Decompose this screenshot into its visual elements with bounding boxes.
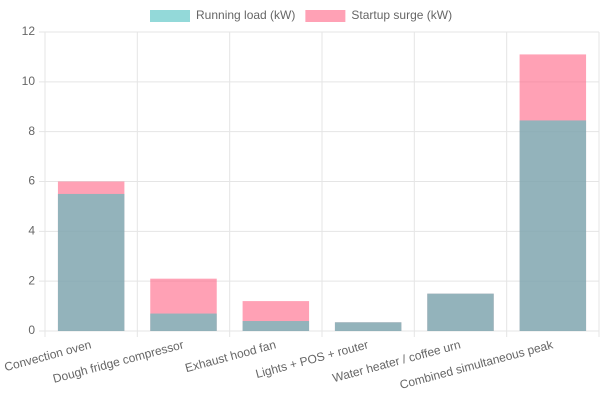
y-tick-label: 8 [28, 124, 35, 138]
bar [427, 293, 494, 331]
y-tick-label: 4 [28, 224, 35, 238]
legend-label: Running load (kW) [196, 8, 295, 22]
bar [242, 321, 310, 331]
legend-swatch [150, 10, 190, 22]
legend-label: Startup surge (kW) [351, 8, 452, 22]
y-tick-label: 10 [22, 74, 36, 88]
y-tick-label: 6 [28, 174, 35, 188]
bar [57, 193, 125, 331]
legend-swatch [305, 10, 346, 22]
x-tick-label: Combined simultaneous peak [398, 337, 555, 392]
y-tick-label: 12 [22, 24, 36, 38]
bar [334, 322, 402, 331]
bar [150, 313, 217, 331]
y-tick-label: 0 [28, 323, 35, 337]
bar [519, 120, 587, 332]
y-tick-label: 2 [28, 273, 35, 287]
